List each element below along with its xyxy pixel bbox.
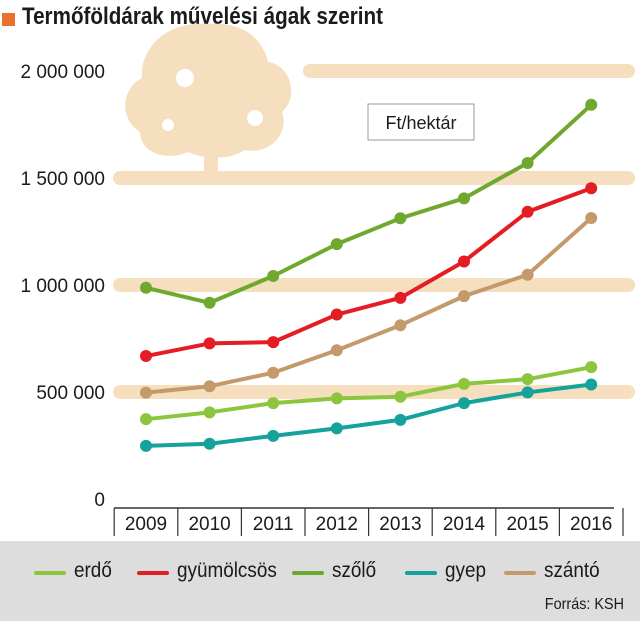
data-point bbox=[267, 336, 280, 349]
series-erdő bbox=[140, 361, 598, 426]
data-point bbox=[585, 212, 598, 225]
x-tick-label: 2010 bbox=[188, 514, 230, 535]
legend: erdő gyümölcsös szőlő gyep szántó bbox=[0, 541, 640, 621]
data-point bbox=[203, 406, 216, 419]
series-line bbox=[144, 365, 594, 422]
x-tick-label: 2013 bbox=[379, 514, 421, 535]
title-accent-marker bbox=[2, 13, 15, 26]
series-line bbox=[144, 186, 594, 359]
legend-swatch bbox=[504, 571, 536, 575]
x-tick-label: 2011 bbox=[253, 514, 294, 535]
legend-swatch bbox=[34, 571, 66, 575]
series-lines bbox=[140, 98, 598, 452]
legend-label: szántó bbox=[544, 559, 600, 582]
data-point bbox=[585, 378, 598, 391]
data-point bbox=[394, 212, 407, 225]
data-point bbox=[394, 291, 407, 304]
data-point bbox=[521, 205, 534, 218]
x-tick-label: 2014 bbox=[443, 514, 486, 535]
data-point bbox=[458, 290, 470, 303]
series-szántó bbox=[140, 212, 598, 399]
legend-swatch bbox=[137, 571, 169, 575]
data-point bbox=[585, 361, 598, 374]
data-point bbox=[458, 397, 470, 410]
y-tick-label: 2 000 000 bbox=[20, 62, 105, 83]
data-point bbox=[521, 386, 534, 399]
data-point bbox=[203, 437, 216, 450]
y-tick-label: 500 000 bbox=[36, 383, 105, 404]
data-point bbox=[394, 319, 407, 332]
data-point bbox=[330, 422, 343, 435]
data-point bbox=[330, 344, 343, 357]
legend-label: szőlő bbox=[332, 559, 377, 582]
data-point bbox=[458, 192, 470, 205]
y-axis-labels: 0 500 000 1 000 000 1 500 000 2 000 000 bbox=[20, 62, 105, 511]
legend-label: gyümölcsös bbox=[177, 559, 277, 582]
data-point bbox=[521, 268, 534, 281]
series-line bbox=[144, 216, 594, 395]
x-tick-label: 2009 bbox=[125, 514, 167, 535]
x-tick-label: 2012 bbox=[316, 514, 358, 535]
series-line bbox=[144, 382, 594, 448]
data-point bbox=[267, 397, 280, 410]
unit-label: Ft/hektár bbox=[385, 113, 456, 133]
data-point bbox=[585, 182, 598, 195]
series-szőlő bbox=[140, 98, 598, 309]
source-note: Forrás: KSH bbox=[544, 596, 624, 613]
data-point bbox=[330, 308, 343, 321]
series-gyümölcsös bbox=[140, 182, 598, 363]
data-point bbox=[267, 429, 280, 442]
data-point bbox=[267, 366, 280, 379]
data-point bbox=[330, 392, 343, 405]
data-point bbox=[458, 377, 470, 390]
unit-label-box: Ft/hektár bbox=[367, 103, 475, 141]
tree-icon bbox=[125, 23, 292, 182]
data-point bbox=[521, 373, 534, 386]
y-tick-label: 1 000 000 bbox=[20, 276, 105, 297]
data-point bbox=[267, 270, 280, 283]
legend-swatch bbox=[405, 571, 437, 575]
data-point bbox=[140, 386, 152, 399]
x-tick-label: 2016 bbox=[570, 514, 612, 535]
data-point bbox=[394, 413, 407, 426]
data-point bbox=[585, 98, 598, 111]
data-point bbox=[140, 281, 152, 294]
legend-swatch bbox=[292, 571, 324, 575]
data-point bbox=[140, 413, 152, 426]
legend-label: erdő bbox=[74, 559, 112, 582]
data-point bbox=[203, 337, 216, 350]
data-point bbox=[394, 390, 407, 403]
x-axis: 2009 2010 2011 2012 2013 2014 2015 2016 bbox=[113, 507, 624, 536]
data-point bbox=[140, 350, 152, 363]
y-tick-label: 0 bbox=[94, 490, 105, 511]
data-point bbox=[203, 296, 216, 309]
series-line bbox=[144, 102, 594, 305]
x-tick-label: 2015 bbox=[506, 514, 548, 535]
data-point bbox=[458, 255, 470, 268]
chart-plot: 0 500 000 1 000 000 1 500 000 2 000 000 2009… bbox=[20, 23, 635, 536]
data-point bbox=[330, 238, 343, 251]
data-point bbox=[521, 157, 534, 170]
data-point bbox=[203, 380, 216, 393]
data-point bbox=[140, 439, 152, 452]
y-tick-label: 1 500 000 bbox=[20, 169, 105, 190]
tree-icon-details bbox=[162, 69, 263, 131]
series-gyep bbox=[140, 378, 598, 452]
legend-label: gyep bbox=[445, 559, 486, 582]
